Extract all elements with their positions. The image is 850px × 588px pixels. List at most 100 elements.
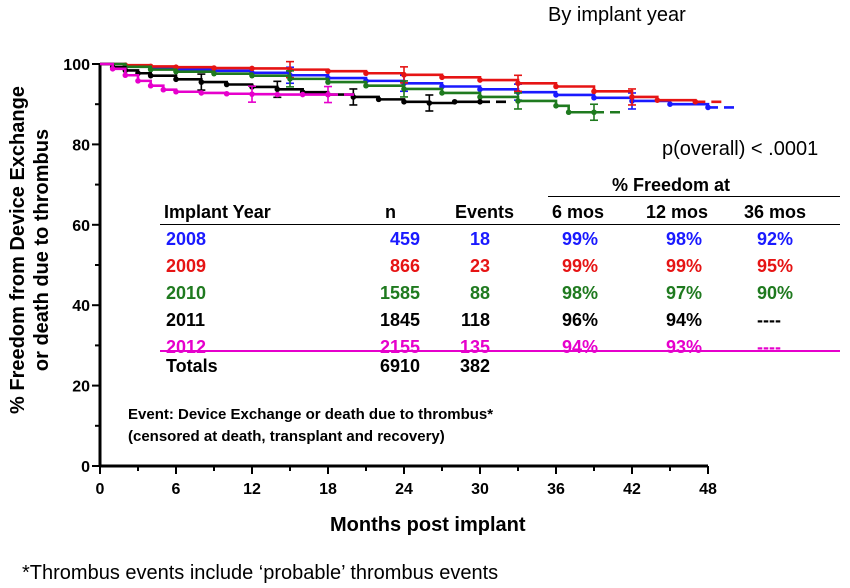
row-12mos: 99% bbox=[666, 256, 703, 276]
row-year: 2009 bbox=[166, 256, 207, 276]
series-2009-point bbox=[439, 74, 445, 81]
series-2009-point bbox=[591, 88, 597, 95]
y-tick-label: 80 bbox=[72, 137, 90, 154]
row-36mos: ---- bbox=[757, 310, 781, 330]
y-tick-label: 0 bbox=[81, 459, 90, 476]
y-tick-label: 40 bbox=[72, 298, 90, 315]
series-2010-point bbox=[211, 70, 217, 77]
series-2009-point bbox=[477, 77, 483, 83]
series-2012-point bbox=[109, 66, 116, 72]
row-year: 2010 bbox=[166, 283, 207, 303]
row-events: 88 bbox=[469, 283, 490, 303]
row-n: 2155 bbox=[379, 337, 420, 357]
x-tick-label: 42 bbox=[623, 481, 641, 498]
column-header: 6 mos bbox=[552, 202, 605, 222]
series-2012-point bbox=[198, 90, 205, 96]
column-header: n bbox=[385, 202, 396, 222]
y-tick-label: 100 bbox=[63, 57, 90, 74]
series-2009-point bbox=[249, 65, 255, 72]
group-header-rule bbox=[548, 196, 840, 197]
x-axis-label: Months post implant bbox=[330, 514, 526, 536]
row-6mos: 99% bbox=[562, 229, 599, 249]
row-36mos: 92% bbox=[757, 229, 794, 249]
series-2010-point bbox=[553, 103, 559, 109]
x-tick-label: 24 bbox=[395, 481, 413, 498]
series-2009-point bbox=[325, 68, 331, 75]
chart-subtitle: By implant year bbox=[548, 4, 686, 26]
row-year: 2011 bbox=[166, 310, 206, 330]
series-2010-point bbox=[439, 90, 445, 96]
series-2012-point bbox=[122, 72, 129, 79]
x-tick-label: 30 bbox=[471, 481, 489, 498]
x-tick-label: 0 bbox=[96, 481, 105, 498]
header-rule bbox=[160, 224, 840, 225]
row-n: 1845 bbox=[379, 310, 420, 330]
footnote: *Thrombus events include ‘probable’ thro… bbox=[22, 562, 499, 584]
series-2010-point bbox=[249, 72, 255, 79]
column-header: Events bbox=[455, 202, 515, 222]
series-2012-point bbox=[223, 90, 230, 97]
row-year: 2008 bbox=[166, 229, 207, 249]
series-2012-point bbox=[135, 78, 141, 84]
series-2010-point bbox=[173, 68, 179, 75]
series-2012-point bbox=[173, 88, 179, 95]
series-2010-line bbox=[100, 62, 594, 114]
series-2010-point bbox=[477, 94, 483, 100]
row-year: 2012 bbox=[166, 337, 207, 357]
row-events: 18 bbox=[469, 229, 490, 249]
series-2010-point bbox=[147, 66, 154, 73]
row-36mos: 90% bbox=[757, 283, 794, 303]
event-note-line2: (censored at death, transplant and recov… bbox=[128, 428, 445, 445]
row-6mos: 99% bbox=[562, 256, 599, 276]
series-2012-point bbox=[274, 91, 281, 98]
x-tick-label: 36 bbox=[547, 481, 565, 498]
series-2009-point bbox=[553, 83, 559, 90]
x-tick-label: 12 bbox=[243, 481, 261, 498]
x-tick-label: 6 bbox=[172, 481, 181, 498]
row-12mos: 97% bbox=[666, 283, 703, 303]
column-header: 36 mos bbox=[744, 202, 807, 222]
row-n: 866 bbox=[389, 256, 420, 276]
series-2008-point bbox=[667, 101, 673, 107]
event-note-line1: Event: Device Exchange or death due to t… bbox=[128, 406, 494, 423]
column-header: 12 mos bbox=[646, 202, 709, 222]
group-header: % Freedom at bbox=[612, 175, 731, 195]
series-2009-point bbox=[363, 70, 369, 77]
row-events: 118 bbox=[460, 310, 490, 330]
series-2011-point bbox=[375, 96, 382, 103]
series-2012-point bbox=[299, 91, 306, 98]
series-2012-point bbox=[147, 82, 154, 89]
series-2010-point bbox=[325, 79, 331, 85]
series-2009-point bbox=[654, 97, 661, 103]
totals-n: 6910 bbox=[379, 356, 420, 376]
row-36mos: ---- bbox=[757, 337, 781, 357]
series-2011-point bbox=[223, 81, 230, 88]
row-12mos: 98% bbox=[666, 229, 703, 249]
row-n: 1585 bbox=[379, 283, 420, 303]
totals-rule bbox=[160, 350, 840, 352]
row-6mos: 96% bbox=[562, 310, 599, 330]
column-header: Implant Year bbox=[164, 202, 271, 222]
row-12mos: 93% bbox=[666, 337, 703, 357]
event-note: Event: Device Exchange or death due to t… bbox=[128, 404, 493, 448]
totals-events: 382 bbox=[459, 356, 490, 376]
row-events: 135 bbox=[459, 337, 490, 357]
series-2011-point bbox=[401, 98, 407, 105]
series-2008-point bbox=[553, 92, 559, 98]
series-2011-point bbox=[173, 76, 179, 83]
y-tick-label: 60 bbox=[72, 218, 90, 235]
series-2011-point bbox=[147, 72, 154, 79]
x-tick-label: 48 bbox=[699, 481, 717, 498]
row-events: 23 bbox=[469, 256, 490, 276]
series-2010-point bbox=[363, 82, 369, 89]
series-2009-point bbox=[211, 65, 217, 71]
x-tick-label: 18 bbox=[319, 481, 337, 498]
row-n: 459 bbox=[389, 229, 420, 249]
series-2011-point bbox=[451, 98, 458, 105]
row-6mos: 94% bbox=[562, 337, 599, 357]
series-2008-point bbox=[591, 94, 597, 101]
series-2008-point bbox=[477, 86, 483, 93]
series-2010-point bbox=[565, 109, 572, 116]
row-6mos: 98% bbox=[562, 283, 599, 303]
